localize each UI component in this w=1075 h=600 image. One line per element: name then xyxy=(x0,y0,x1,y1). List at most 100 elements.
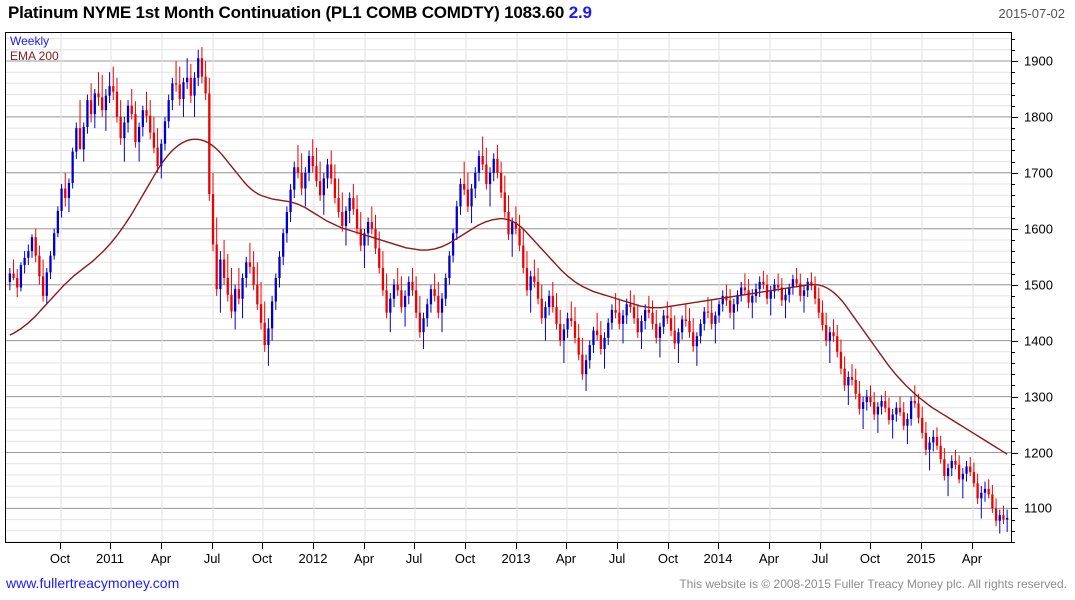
x-axis-tick-mark xyxy=(364,543,365,549)
x-axis-tick-mark xyxy=(60,543,61,549)
y-axis-minor-tick xyxy=(1012,474,1015,476)
plot-area[interactable] xyxy=(5,32,1012,543)
chart-date: 2015-07-02 xyxy=(998,6,1066,21)
y-axis-tick-mark xyxy=(1012,396,1018,398)
y-axis-minor-tick xyxy=(1012,363,1015,364)
x-axis-tick-label: Oct xyxy=(251,551,273,566)
y-axis-minor-tick xyxy=(1012,307,1015,309)
y-axis-tick-label: 1400 xyxy=(1024,333,1053,349)
x-axis-tick-mark xyxy=(668,543,669,549)
x-axis-tick-label: Oct xyxy=(657,551,679,566)
y-axis-minor-tick xyxy=(1012,94,1015,96)
x-axis-tick-mark xyxy=(769,543,770,549)
y-axis-tick-mark xyxy=(1012,340,1018,342)
x-axis-tick-mark xyxy=(921,543,922,549)
x-axis-tick-label: Oct xyxy=(49,551,71,566)
y-axis-minor-tick xyxy=(1012,128,1015,130)
x-axis-tick-mark xyxy=(110,543,111,549)
y-axis-minor-tick xyxy=(1012,251,1015,253)
y-axis-tick-label: 1900 xyxy=(1024,53,1053,69)
change-percent: 2.9 xyxy=(568,3,592,22)
x-axis-tick-label: Jul xyxy=(203,551,221,566)
ema-200-line xyxy=(9,138,1008,455)
y-axis-tick-label: 1100 xyxy=(1024,500,1052,516)
y-axis-minor-tick xyxy=(1012,519,1015,521)
y-axis-minor-tick xyxy=(1012,374,1015,376)
x-axis-tick-label: Jul xyxy=(405,551,423,566)
grid-minor-lines xyxy=(6,38,1011,542)
y-axis-minor-tick xyxy=(1012,273,1015,275)
title-text: Platinum NYME 1st Month Continuation (PL… xyxy=(8,3,565,22)
y-axis-minor-tick xyxy=(1012,262,1015,264)
y-axis: 1100 1200 1300 1400 1500 1600 1700 1800 1900 xyxy=(1012,32,1075,543)
y-axis-minor-tick xyxy=(1012,139,1015,141)
y-axis-tick-mark xyxy=(1012,284,1018,286)
y-axis-minor-tick xyxy=(1012,542,1015,543)
x-axis-tick-label: Apr xyxy=(150,551,172,566)
y-axis-minor-tick xyxy=(1012,530,1015,532)
y-axis-minor-tick xyxy=(1012,486,1015,488)
y-axis-tick-mark xyxy=(1012,60,1018,62)
y-axis-minor-tick xyxy=(1012,150,1015,152)
y-axis-minor-tick xyxy=(1012,318,1015,320)
legend-ema-200: EMA 200 xyxy=(10,49,59,63)
x-axis-tick-label: Oct xyxy=(454,551,476,566)
x-axis-tick-label: Apr xyxy=(961,551,983,566)
grid-vertical-lines xyxy=(60,33,974,542)
y-axis-minor-tick xyxy=(1012,105,1015,107)
page-title: Platinum NYME 1st Month Continuation (PL… xyxy=(8,3,592,23)
y-axis-minor-tick xyxy=(1012,497,1015,499)
y-axis-minor-tick xyxy=(1012,407,1015,409)
chart-legend: Weekly EMA 200 xyxy=(10,34,59,64)
y-axis-minor-tick xyxy=(1012,83,1015,85)
copyright-notice: This website is © 2008-2015 Fuller Treac… xyxy=(679,577,1067,591)
y-axis-minor-tick xyxy=(1012,49,1015,51)
y-axis-minor-tick xyxy=(1012,441,1015,443)
site-url-link[interactable]: www.fullertreacymoney.com xyxy=(6,575,180,591)
y-axis-minor-tick xyxy=(1012,38,1015,40)
x-axis-tick-mark xyxy=(972,543,973,549)
x-axis-tick-mark xyxy=(465,543,466,549)
x-axis-tick-mark xyxy=(820,543,821,549)
y-axis-minor-tick xyxy=(1012,430,1015,432)
y-axis-tick-label: 1800 xyxy=(1024,109,1053,125)
x-axis-tick-mark xyxy=(313,543,314,549)
y-axis-tick-mark xyxy=(1012,508,1018,510)
y-axis-minor-tick xyxy=(1012,239,1015,241)
y-axis-minor-tick xyxy=(1012,184,1015,186)
y-axis-tick-mark xyxy=(1012,116,1018,118)
chart-header: Platinum NYME 1st Month Continuation (PL… xyxy=(0,0,1075,28)
y-axis-tick-mark xyxy=(1012,172,1018,174)
x-axis: Oct 2011 Apr Jul Oct 2012 Apr Jul Oct 2013 Apr Jul O… xyxy=(5,543,1013,569)
y-axis-minor-tick xyxy=(1012,161,1015,163)
x-axis-tick-label: Jul xyxy=(811,551,829,566)
y-axis-tick-label: 1200 xyxy=(1024,445,1053,460)
x-axis-tick-mark xyxy=(516,543,517,549)
x-axis-tick-label: Apr xyxy=(353,551,375,566)
x-axis-tick-mark xyxy=(262,543,263,549)
y-axis-tick-label: 1700 xyxy=(1024,165,1053,181)
y-axis-minor-tick xyxy=(1012,463,1015,465)
y-axis-minor-tick xyxy=(1012,206,1015,208)
x-axis-tick-label: Jul xyxy=(608,551,626,566)
y-axis-minor-tick xyxy=(1012,351,1015,353)
x-axis-tick-label: 2011 xyxy=(96,551,124,566)
x-axis-tick-label: Apr xyxy=(555,551,577,566)
y-axis-tick-mark xyxy=(1012,452,1018,454)
y-axis-minor-tick xyxy=(1012,72,1015,74)
x-axis-tick-label: Oct xyxy=(859,551,881,566)
x-axis-tick-mark xyxy=(212,543,213,549)
x-axis-tick-label: 2012 xyxy=(298,551,328,566)
y-axis-minor-tick xyxy=(1012,195,1015,197)
y-axis-minor-tick xyxy=(1012,329,1015,331)
y-axis-minor-tick xyxy=(1012,295,1015,297)
y-axis-minor-tick xyxy=(1012,418,1015,420)
y-axis-tick-label: 1600 xyxy=(1024,221,1053,237)
price-chart-canvas xyxy=(6,33,1011,542)
x-axis-tick-label: Apr xyxy=(758,551,780,566)
x-axis-tick-label: 2015 xyxy=(906,551,936,566)
chart-footer: www.fullertreacymoney.com This website i… xyxy=(0,572,1075,600)
y-axis-minor-tick xyxy=(1012,385,1015,387)
x-axis-tick-mark xyxy=(718,543,719,549)
